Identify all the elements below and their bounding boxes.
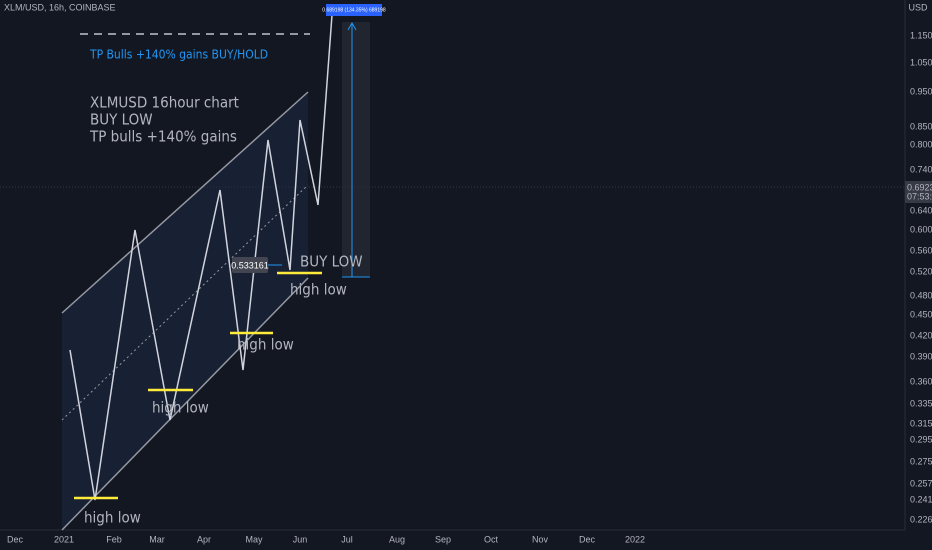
currency: USD bbox=[908, 2, 928, 12]
last-price: 0.692313 bbox=[907, 182, 932, 192]
price-tag: 0.533161 bbox=[231, 260, 269, 270]
price-label: 0.22600 bbox=[910, 514, 932, 524]
high-low: high low bbox=[152, 399, 209, 417]
price-label: 0.29500 bbox=[910, 434, 932, 444]
price-label: 0.80000 bbox=[910, 139, 932, 149]
price-label: 0.48000 bbox=[910, 290, 932, 300]
price-label: 0.95000 bbox=[910, 86, 932, 96]
price-label: 0.74000 bbox=[910, 164, 932, 174]
time-label: May bbox=[245, 534, 263, 544]
idea-line: TP bulls +140% gains bbox=[89, 128, 237, 146]
countdown: 07:53:05 bbox=[907, 191, 932, 201]
arrow-head bbox=[347, 21, 357, 31]
price-label: 0.33500 bbox=[910, 398, 932, 408]
time-label: Dec bbox=[7, 534, 24, 544]
high-low: high low bbox=[237, 336, 294, 354]
price-label: 0.45000 bbox=[910, 309, 932, 319]
price-label: 1.05000 bbox=[910, 57, 932, 67]
idea-line: BUY LOW bbox=[90, 111, 153, 129]
time-label: Jun bbox=[293, 534, 308, 544]
idea-line: XLMUSD 16hour chart bbox=[90, 94, 239, 112]
time-label: Nov bbox=[532, 534, 549, 544]
high-low: high low bbox=[84, 509, 141, 527]
time-label: Aug bbox=[389, 534, 405, 544]
high-low: high low bbox=[290, 281, 347, 299]
time-label: 2021 bbox=[54, 534, 74, 544]
time-label: Apr bbox=[197, 534, 211, 544]
time-label: Sep bbox=[435, 534, 451, 544]
channel-upper bbox=[61, 91, 309, 314]
target-note: TP Bulls +140% gains BUY/HOLD bbox=[89, 48, 268, 62]
position-label-box bbox=[326, 4, 382, 16]
time-label: Dec bbox=[579, 534, 596, 544]
price-label: 0.42000 bbox=[910, 330, 932, 340]
price-label: 0.31500 bbox=[910, 418, 932, 428]
price-label: 0.64000 bbox=[910, 205, 932, 215]
price-label: 0.52000 bbox=[910, 266, 932, 276]
price-label: 1.15000 bbox=[910, 30, 932, 40]
buy-low: BUY LOW bbox=[300, 253, 363, 271]
price-label: 0.85000 bbox=[910, 121, 932, 131]
position-label: 0.689198 (134.35%) 689198 bbox=[322, 7, 386, 13]
symbol: XLM/USD, 16h, COINBASE bbox=[4, 2, 116, 12]
last-price-box bbox=[905, 181, 932, 203]
channel-fill bbox=[62, 92, 308, 530]
time-label: Feb bbox=[106, 534, 122, 544]
price-label: 0.36000 bbox=[910, 376, 932, 386]
price-label: 0.39000 bbox=[910, 351, 932, 361]
time-label: Jul bbox=[341, 534, 353, 544]
price-label: 0.56000 bbox=[910, 245, 932, 255]
price-path bbox=[69, 14, 333, 501]
price-label: 0.27500 bbox=[910, 456, 932, 466]
time-label: Mar bbox=[149, 534, 165, 544]
channel-lower bbox=[61, 277, 309, 531]
price-tag-box bbox=[232, 257, 268, 273]
price-label: 0.60000 bbox=[910, 224, 932, 234]
time-label: Oct bbox=[484, 534, 499, 544]
price-label: 0.24100 bbox=[910, 494, 932, 504]
price-label: 0.25700 bbox=[910, 478, 932, 488]
channel-mid bbox=[61, 184, 309, 421]
time-label: 2022 bbox=[625, 534, 645, 544]
position-box bbox=[342, 22, 370, 277]
